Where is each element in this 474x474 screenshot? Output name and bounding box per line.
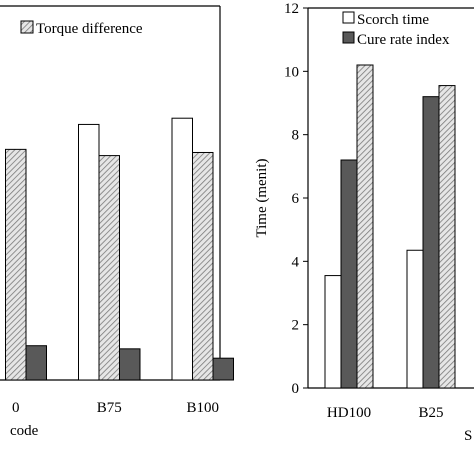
legend-label-cure-rate-index: Cure rate index [357,32,450,48]
right-y-axis-label: Time (menit) [254,158,270,237]
x-tick-label-b50: 0 [12,400,20,416]
bar-b75-series-3 [119,348,141,381]
right-x-axis-label: S [464,428,472,444]
right-x-ticks: HD100 B25 [327,405,444,421]
bar-hd100-series-2 [340,159,358,389]
x-tick-label-hd100: HD100 [327,405,371,421]
right-legend: Scorch time Cure rate index [342,11,450,48]
legend-swatch-scorch-time [342,11,355,24]
legend-swatch-torque-difference [20,20,34,34]
x-tick-label-b25: B25 [418,405,443,421]
left-chart-panel: 0 B75 B100 Torque difference code [0,5,234,439]
bar-hd100-series-3 [356,64,374,389]
bar-b25-series-1 [406,249,424,389]
left-x-ticks: 0 B75 B100 [12,400,219,416]
y-tick-label-2: 2 [292,318,300,334]
legend-label-scorch-time: Scorch time [357,12,429,28]
bar-b25-series-2 [422,96,440,389]
bar-b50-series-3 [25,345,47,381]
y-tick-label-0: 0 [292,381,300,397]
bar-hd100-series-1 [324,275,342,389]
y-tick-label-8: 8 [292,128,300,144]
bar-b100-series-1 [171,117,193,381]
left-bars [5,117,234,381]
y-tick-label-12: 12 [284,1,299,17]
bar-b75-series-2 [98,155,120,381]
bar-b75-series-1 [78,123,100,381]
x-tick-label-b100: B100 [186,400,219,416]
y-tick-label-4: 4 [292,254,300,270]
bar-b100-series-3 [212,357,234,381]
right-chart-panel: 0 2 4 6 8 10 12 HD100 B25 Scorch time Cure rate… [254,1,474,444]
bar-b25-series-3 [438,85,456,389]
left-legend: Torque difference [20,20,143,37]
bar-b100-series-2 [192,151,214,381]
y-tick-label-6: 6 [292,191,300,207]
legend-label-torque-difference: Torque difference [36,21,143,37]
right-y-ticks: 0 2 4 6 8 10 12 [284,1,308,397]
left-x-axis-label: code [10,423,39,439]
right-bars [324,64,456,389]
bar-b50-series-2 [5,148,27,381]
x-tick-label-b75: B75 [97,400,122,416]
y-tick-label-10: 10 [284,64,299,80]
legend-swatch-cure-rate-index [342,31,355,44]
